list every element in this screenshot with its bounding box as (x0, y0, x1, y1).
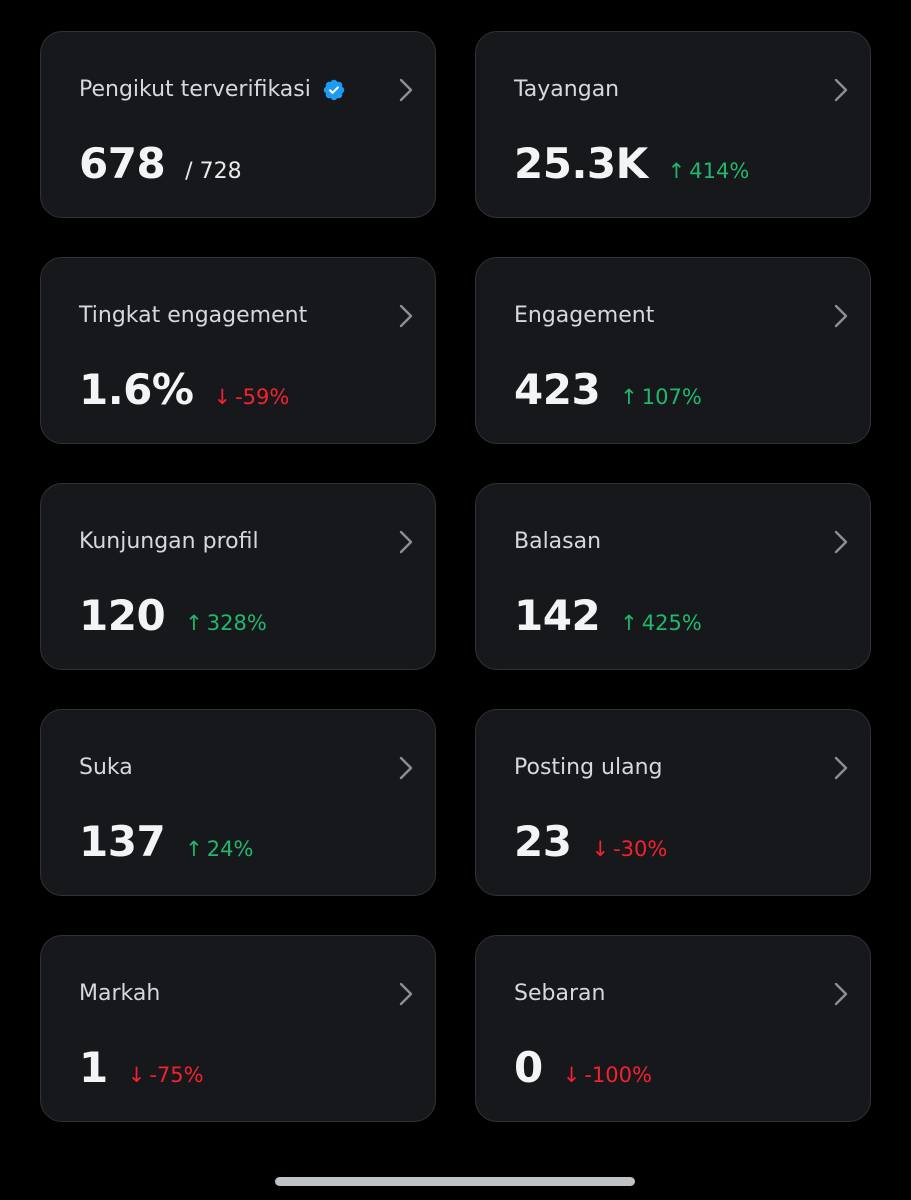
card-title: Balasan (514, 529, 602, 554)
verified-badge-icon (322, 78, 346, 102)
metric-value: 678 (79, 139, 166, 188)
card-verified-followers[interactable]: Pengikut terverifikasi 678 / 728 (40, 31, 436, 218)
delta-badge: ↑ 107% (620, 385, 702, 409)
card-engagements[interactable]: Engagement 423 ↑ 107% (475, 257, 871, 444)
arrow-up-icon: ↑ (185, 837, 203, 861)
delta-badge: ↓ -30% (591, 837, 667, 861)
metric-value: 120 (79, 591, 166, 640)
arrow-up-icon: ↑ (667, 159, 686, 183)
delta-badge: ↓ -59% (213, 385, 289, 409)
chevron-right-icon (830, 528, 852, 556)
delta-value: -75% (149, 1063, 204, 1087)
metric-row: 120 ↑ 328% (79, 592, 267, 640)
delta-value: 107% (641, 385, 702, 409)
metric-value: 1.6% (79, 365, 194, 414)
arrow-down-icon: ↓ (562, 1063, 581, 1087)
metric-value: 423 (514, 365, 601, 414)
card-shares[interactable]: Sebaran 0 ↓ -100% (475, 935, 871, 1122)
delta-badge: ↑ 24% (185, 837, 253, 861)
card-profile-visits[interactable]: Kunjungan profil 120 ↑ 328% (40, 483, 436, 670)
card-title: Kunjungan profil (79, 529, 259, 554)
delta-value: 414% (689, 159, 750, 183)
delta-value: 328% (206, 611, 267, 635)
analytics-card-grid: Pengikut terverifikasi 678 / 728 Tayanga… (40, 31, 871, 1122)
metric-value: 23 (514, 817, 572, 866)
delta-value: -59% (235, 385, 290, 409)
arrow-down-icon: ↓ (591, 837, 610, 861)
card-title: Suka (79, 755, 133, 780)
chevron-right-icon (830, 980, 852, 1008)
metric-row: 1.6% ↓ -59% (79, 366, 289, 414)
metric-value: 137 (79, 817, 166, 866)
delta-badge: ↓ -100% (563, 1063, 652, 1087)
arrow-up-icon: ↑ (620, 611, 638, 635)
card-title: Tayangan (514, 77, 620, 102)
metric-row: 1 ↓ -75% (79, 1044, 204, 1092)
card-title: Posting ulang (514, 755, 663, 780)
delta-badge: ↑ 328% (185, 611, 267, 635)
metric-row: 678 / 728 (79, 140, 242, 188)
arrow-up-icon: ↑ (620, 385, 638, 409)
card-impressions[interactable]: Tayangan 25.3K ↑ 414% (475, 31, 871, 218)
home-indicator-bar[interactable] (275, 1177, 635, 1186)
card-title: Pengikut terverifikasi (79, 77, 311, 102)
delta-value: 425% (641, 611, 702, 635)
card-bookmarks[interactable]: Markah 1 ↓ -75% (40, 935, 436, 1122)
chevron-right-icon (395, 980, 417, 1008)
arrow-down-icon: ↓ (127, 1063, 146, 1087)
metric-row: 137 ↑ 24% (79, 818, 253, 866)
metric-total: / 728 (185, 159, 242, 184)
chevron-right-icon (395, 754, 417, 782)
card-title: Engagement (514, 303, 655, 328)
card-likes[interactable]: Suka 137 ↑ 24% (40, 709, 436, 896)
metric-value: 1 (79, 1043, 108, 1092)
arrow-down-icon: ↓ (213, 385, 232, 409)
card-title: Markah (79, 981, 161, 1006)
metric-row: 0 ↓ -100% (514, 1044, 652, 1092)
metric-value: 0 (514, 1043, 543, 1092)
arrow-up-icon: ↑ (185, 611, 203, 635)
chevron-right-icon (395, 76, 417, 104)
metric-row: 25.3K ↑ 414% (514, 140, 749, 188)
delta-value: -100% (584, 1063, 652, 1087)
delta-badge: ↑ 425% (620, 611, 702, 635)
chevron-right-icon (830, 302, 852, 330)
card-engagement-rate[interactable]: Tingkat engagement 1.6% ↓ -59% (40, 257, 436, 444)
card-title: Tingkat engagement (79, 303, 308, 328)
delta-value: -30% (613, 837, 668, 861)
card-title: Sebaran (514, 981, 606, 1006)
metric-row: 142 ↑ 425% (514, 592, 702, 640)
metric-row: 423 ↑ 107% (514, 366, 702, 414)
chevron-right-icon (395, 528, 417, 556)
metric-value: 142 (514, 591, 601, 640)
chevron-right-icon (395, 302, 417, 330)
card-replies[interactable]: Balasan 142 ↑ 425% (475, 483, 871, 670)
metric-value: 25.3K (514, 139, 648, 188)
metric-row: 23 ↓ -30% (514, 818, 667, 866)
delta-badge: ↓ -75% (128, 1063, 204, 1087)
card-title-row: Pengikut terverifikasi (79, 76, 346, 104)
delta-badge: ↑ 414% (668, 159, 750, 183)
chevron-right-icon (830, 754, 852, 782)
card-reposts[interactable]: Posting ulang 23 ↓ -30% (475, 709, 871, 896)
chevron-right-icon (830, 76, 852, 104)
delta-value: 24% (206, 837, 254, 861)
